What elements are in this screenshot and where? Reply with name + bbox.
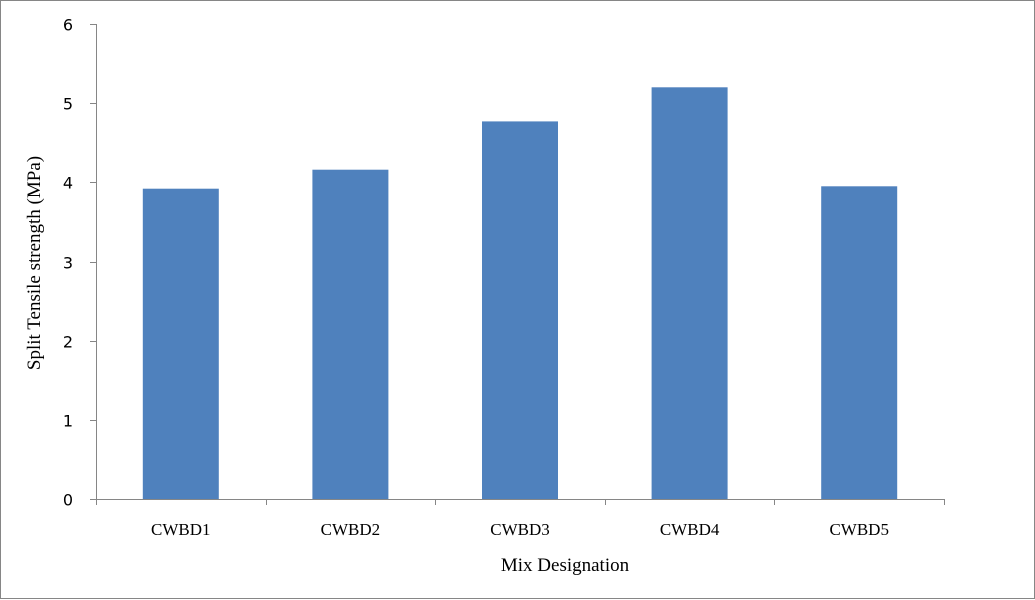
y-tick-label: 5	[63, 95, 73, 114]
bars-layer	[142, 87, 898, 500]
y-tick-label: 3	[63, 254, 73, 273]
x-tick-label: CWBD4	[660, 520, 720, 539]
y-tick-label: 4	[63, 174, 73, 193]
y-tick-label: 0	[63, 491, 73, 510]
x-tick-label: CWBD3	[490, 520, 550, 539]
x-tick-label: CWBD1	[151, 520, 211, 539]
x-tick-label: CWBD2	[321, 520, 381, 539]
bar-cwbd3	[482, 121, 558, 500]
y-tick-label: 2	[63, 333, 73, 352]
y-tick-label: 1	[63, 412, 73, 431]
x-axis-title: Mix Designation	[501, 555, 630, 576]
labels-layer: 0 1 2 3 4 5 6 CWBD1 CWBD2 CWBD3 CWBD4 CWBD5	[63, 16, 889, 540]
bar-cwbd1	[142, 188, 219, 499]
y-axis-title: Split Tensile strength (MPa)	[24, 156, 45, 370]
bar-cwbd2	[312, 169, 389, 499]
x-tick-label: CWBD5	[829, 520, 889, 539]
bar-cwbd4	[651, 87, 728, 500]
y-tick-label: 6	[63, 16, 73, 35]
axes-layer	[90, 24, 945, 505]
bar-cwbd5	[821, 186, 898, 500]
